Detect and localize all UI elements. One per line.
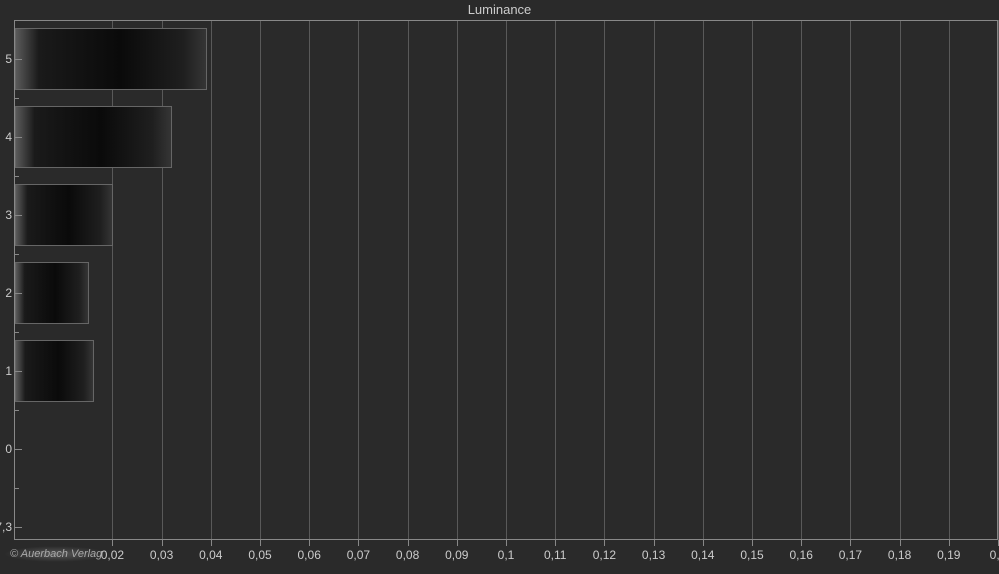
x-axis-label: 0,05 bbox=[248, 548, 271, 562]
x-tick bbox=[703, 540, 704, 546]
y-tick-major bbox=[14, 293, 22, 294]
x-axis-label: 0,17 bbox=[839, 548, 862, 562]
y-axis-label: 3 bbox=[5, 208, 12, 222]
x-tick bbox=[162, 540, 163, 546]
gridline-vertical bbox=[654, 20, 655, 540]
x-tick bbox=[408, 540, 409, 546]
bar bbox=[15, 340, 94, 402]
x-tick bbox=[211, 540, 212, 546]
x-tick bbox=[457, 540, 458, 546]
x-axis-label: 0,08 bbox=[396, 548, 419, 562]
x-tick bbox=[309, 540, 310, 546]
x-axis-label: 0,13 bbox=[642, 548, 665, 562]
gridline-vertical bbox=[703, 20, 704, 540]
x-axis-label: 0,15 bbox=[740, 548, 763, 562]
x-tick bbox=[900, 540, 901, 546]
x-axis-label: 0,12 bbox=[593, 548, 616, 562]
bar bbox=[15, 184, 113, 246]
y-tick-minor bbox=[14, 98, 19, 99]
gridline-vertical bbox=[604, 20, 605, 540]
y-tick-major bbox=[14, 137, 22, 138]
y-tick-minor bbox=[14, 410, 19, 411]
y-axis-label: 5 bbox=[5, 52, 12, 66]
x-axis-label: 0,16 bbox=[790, 548, 813, 562]
x-tick bbox=[850, 540, 851, 546]
y-axis-label: 7,3 bbox=[0, 520, 12, 534]
y-tick-major bbox=[14, 59, 22, 60]
bar bbox=[15, 106, 172, 168]
y-tick-minor bbox=[14, 488, 19, 489]
x-axis-label: 0,14 bbox=[691, 548, 714, 562]
x-tick bbox=[949, 540, 950, 546]
gridline-vertical bbox=[162, 20, 163, 540]
x-axis-label: 0,11 bbox=[544, 548, 566, 562]
y-tick-major bbox=[14, 371, 22, 372]
gridline-vertical bbox=[211, 20, 212, 540]
chart-title: Luminance bbox=[0, 2, 999, 17]
x-axis-label: 0,06 bbox=[298, 548, 321, 562]
x-tick bbox=[801, 540, 802, 546]
x-axis-label: 0,1 bbox=[498, 548, 515, 562]
gridline-vertical bbox=[358, 20, 359, 540]
y-axis-label: 1 bbox=[5, 364, 12, 378]
gridline-vertical bbox=[457, 20, 458, 540]
y-tick-minor bbox=[14, 332, 19, 333]
gridline-vertical bbox=[408, 20, 409, 540]
gridline-vertical bbox=[309, 20, 310, 540]
bar bbox=[15, 28, 207, 90]
x-tick bbox=[752, 540, 753, 546]
gridline-vertical bbox=[506, 20, 507, 540]
x-tick bbox=[506, 540, 507, 546]
gridline-vertical bbox=[260, 20, 261, 540]
x-tick bbox=[555, 540, 556, 546]
gridline-vertical bbox=[850, 20, 851, 540]
x-tick bbox=[358, 540, 359, 546]
x-axis-label: 0,04 bbox=[199, 548, 222, 562]
gridline-vertical bbox=[112, 20, 113, 540]
x-tick bbox=[604, 540, 605, 546]
x-tick bbox=[654, 540, 655, 546]
y-tick-minor bbox=[14, 254, 19, 255]
gridline-vertical bbox=[949, 20, 950, 540]
y-tick-major bbox=[14, 449, 22, 450]
gridline-vertical bbox=[900, 20, 901, 540]
x-tick bbox=[260, 540, 261, 546]
y-axis-label: 0 bbox=[5, 442, 12, 456]
x-axis-label: 0,07 bbox=[347, 548, 370, 562]
x-axis-label: 0,18 bbox=[888, 548, 911, 562]
y-tick-major bbox=[14, 527, 22, 528]
y-tick-major bbox=[14, 215, 22, 216]
x-axis-label: 0,19 bbox=[937, 548, 960, 562]
y-tick-minor bbox=[14, 176, 19, 177]
y-axis-label: 4 bbox=[5, 130, 12, 144]
x-axis-label: 0,03 bbox=[150, 548, 173, 562]
gridline-vertical bbox=[752, 20, 753, 540]
watermark: © Auerbach Verlag bbox=[4, 546, 108, 562]
y-axis-label: 2 bbox=[5, 286, 12, 300]
gridline-vertical bbox=[801, 20, 802, 540]
gridline-vertical bbox=[555, 20, 556, 540]
bar bbox=[15, 262, 89, 324]
luminance-chart: Luminance 0,020,030,040,050,060,070,080,… bbox=[0, 0, 999, 574]
x-tick bbox=[112, 540, 113, 546]
x-axis-label: 0,09 bbox=[445, 548, 468, 562]
x-axis-label: 0,2 bbox=[990, 548, 999, 562]
